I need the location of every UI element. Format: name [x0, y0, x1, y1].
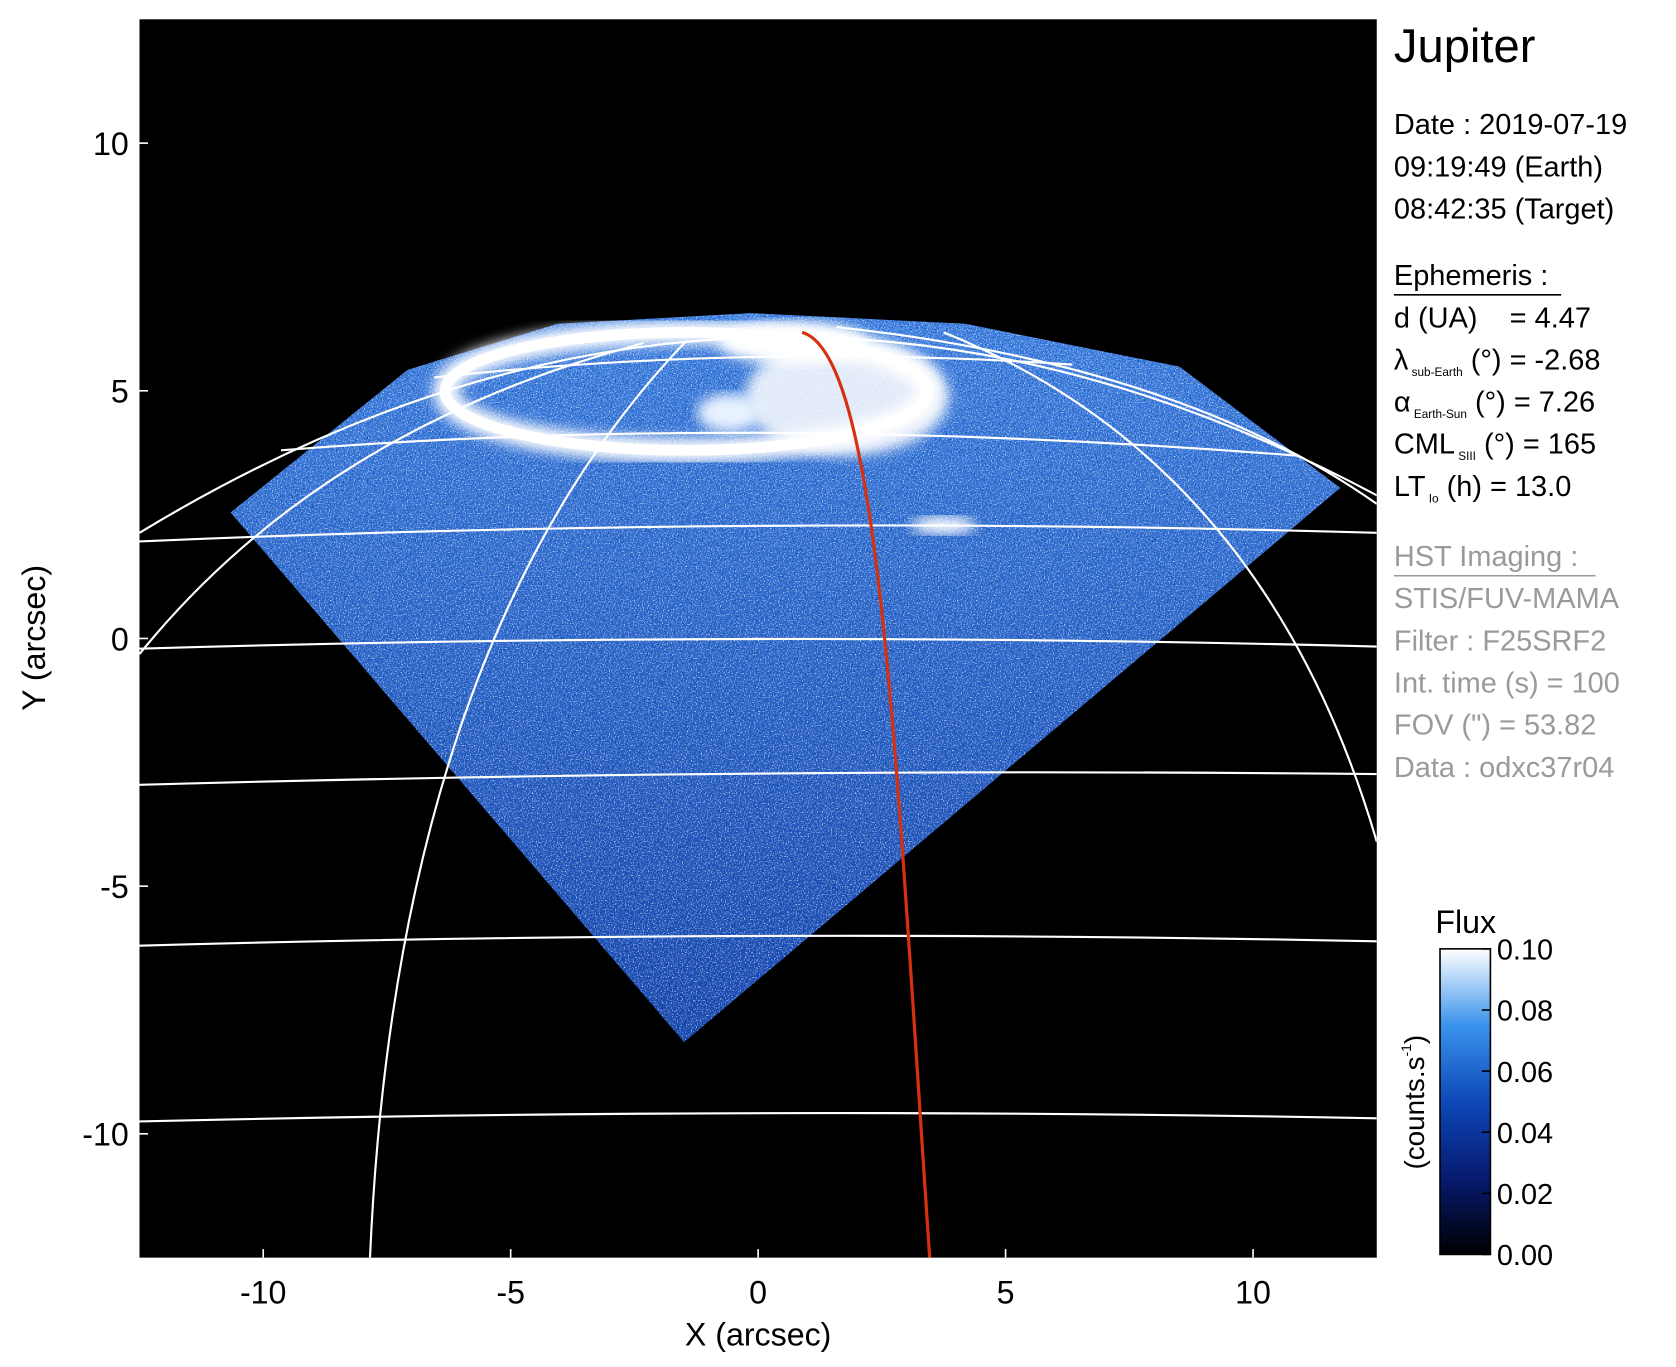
info-subscript: sub-Earth — [1412, 366, 1463, 379]
colorbar-tick-label: 0.06 — [1497, 1057, 1553, 1089]
x-tick-label: -5 — [496, 1275, 525, 1311]
date-line: Date : 2019-07-19 — [1394, 109, 1627, 141]
colorbar-tick-label: 0.08 — [1497, 996, 1553, 1028]
info-line: LT Io (h) = 13.0 — [1394, 471, 1571, 505]
info-subscript: SIII — [1458, 450, 1476, 463]
info-line: STIS/FUV-MAMA — [1394, 583, 1620, 615]
x-axis-label: X (arcsec) — [685, 1317, 832, 1353]
x-tick-label: 5 — [997, 1275, 1015, 1311]
info-line: λ sub-Earth (°) = -2.68 — [1394, 344, 1601, 378]
info-text: (°) = 7.26 — [1467, 387, 1595, 419]
date-line: 08:42:35 (Target) — [1394, 194, 1614, 226]
info-text: CML — [1394, 429, 1455, 461]
info-text: LT — [1394, 471, 1426, 503]
y-tick-label: 10 — [93, 126, 129, 162]
info-text: λ — [1394, 344, 1409, 376]
x-tick-label: 10 — [1235, 1275, 1271, 1311]
colorbar — [1439, 948, 1492, 1256]
y-tick-label: -10 — [82, 1117, 128, 1153]
colorbar-tick-label: 0.00 — [1497, 1240, 1553, 1272]
section-heading: HST Imaging : — [1394, 541, 1578, 573]
central-meridian — [801, 330, 932, 1258]
info-text: (h) = 13.0 — [1439, 471, 1572, 503]
y-axis-label: Y (arcsec) — [16, 565, 52, 711]
info-line: CML SIII (°) = 165 — [1394, 429, 1596, 463]
info-line: Data : odxc37r04 — [1394, 752, 1614, 784]
colorbar-title: Flux — [1435, 904, 1496, 940]
title: Jupiter — [1394, 19, 1536, 72]
info-text: Int. time (s) = 100 — [1394, 668, 1620, 700]
info-text: STIS/FUV-MAMA — [1394, 583, 1620, 615]
colorbar-tick-label: 0.02 — [1497, 1179, 1553, 1211]
info-subscript: Io — [1429, 492, 1439, 505]
colorbar-tick-label: 0.10 — [1497, 935, 1553, 967]
info-text: Filter : F25SRF2 — [1394, 625, 1606, 657]
info-line: Int. time (s) = 100 — [1394, 668, 1620, 700]
info-subscript: Earth-Sun — [1414, 408, 1467, 421]
info-line: d (UA) = 4.47 — [1394, 302, 1591, 334]
info-line: FOV (") = 53.82 — [1394, 710, 1596, 742]
info-text: FOV (") = 53.82 — [1394, 710, 1596, 742]
info-line: α Earth-Sun (°) = 7.26 — [1394, 387, 1595, 421]
section-heading: Ephemeris : — [1394, 260, 1548, 292]
info-text: Data : odxc37r04 — [1394, 752, 1614, 784]
info-text: d (UA) = 4.47 — [1394, 302, 1591, 334]
coordinate-grid — [139, 325, 1377, 1258]
x-tick-label: 0 — [749, 1275, 767, 1311]
colorbar-label-end: ) — [1399, 1035, 1430, 1044]
info-text: (°) = 165 — [1476, 429, 1596, 461]
date-line: 09:19:49 (Earth) — [1394, 151, 1603, 183]
colorbar-label-sup: -1 — [1398, 1044, 1414, 1057]
colorbar-tick-label: 0.04 — [1497, 1118, 1553, 1150]
y-tick-label: 5 — [111, 374, 129, 410]
x-tick-label: -10 — [240, 1275, 286, 1311]
info-text: (°) = -2.68 — [1463, 344, 1601, 376]
colorbar-label: (counts.s-1) — [1398, 1035, 1430, 1170]
colorbar-label-text: (counts.s — [1399, 1056, 1430, 1169]
info-text: α — [1394, 387, 1411, 419]
info-line: Filter : F25SRF2 — [1394, 625, 1606, 657]
y-tick-label: 0 — [111, 621, 129, 657]
y-tick-label: -5 — [100, 869, 129, 905]
